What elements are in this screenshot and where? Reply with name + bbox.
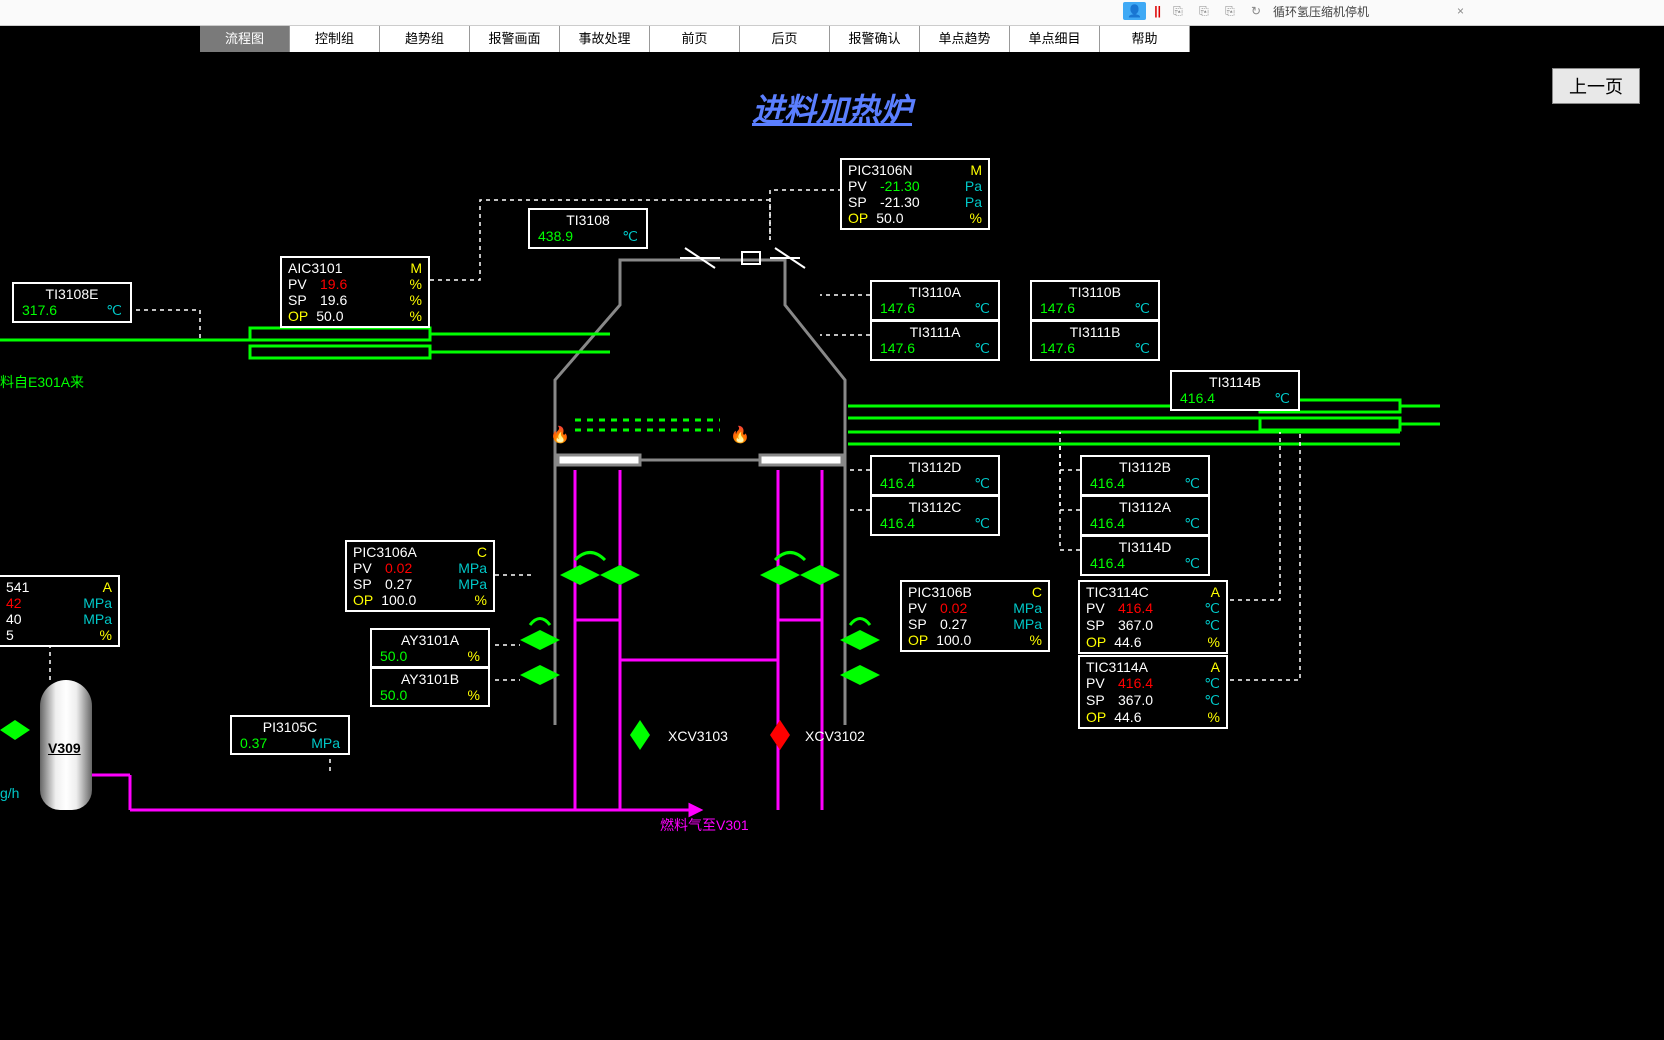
svg-text:🔥: 🔥 [730, 425, 750, 444]
indicator-TI3112C[interactable]: TI3112C 416.4℃ [870, 495, 1000, 536]
controller-AIC3101[interactable]: AIC3101M PV19.6% SP19.6% OP50.0% [280, 256, 430, 328]
controller-TIC3114C[interactable]: TIC3114CA PV416.4℃ SP367.0℃ OP44.6% [1078, 580, 1228, 654]
xcv3103-label: XCV3103 [668, 728, 728, 744]
source-label: 料自E301A来 [0, 372, 84, 392]
prev-page-button[interactable]: 上一页 [1552, 68, 1640, 104]
indicator-TI3108[interactable]: TI3108 438.9℃ [528, 208, 648, 249]
svg-text:🔥: 🔥 [550, 425, 570, 444]
indicator-TI3112D[interactable]: TI3112D 416.4℃ [870, 455, 1000, 496]
page-title: 进料加热炉 [752, 85, 912, 131]
indicator-AY3101B[interactable]: AY3101B 50.0% [370, 667, 490, 707]
menu-accident[interactable]: 事故处理 [560, 26, 650, 52]
notification-text: 循环氢压缩机停机 [1273, 3, 1369, 20]
copy3-icon[interactable]: ⎘ [1221, 2, 1239, 20]
controller-TIC3114A[interactable]: TIC3114AA PV416.4℃ SP367.0℃ OP44.6% [1078, 655, 1228, 729]
copy-icon[interactable]: ⎘ [1169, 2, 1187, 20]
close-icon[interactable]: × [1457, 4, 1464, 18]
menu-single-trend[interactable]: 单点趋势 [920, 26, 1010, 52]
menu-flowchart[interactable]: 流程图 [200, 26, 290, 52]
indicator-AY3101A[interactable]: AY3101A 50.0% [370, 628, 490, 668]
process-diagram: 🔥 🔥 [0, 0, 1664, 1040]
indicator-TI3110B[interactable]: TI3110B 147.6℃ [1030, 280, 1160, 321]
indicator-TI3108E[interactable]: TI3108E 317.6℃ [12, 282, 132, 323]
indicator-TI3110A[interactable]: TI3110A 147.6℃ [870, 280, 1000, 321]
copy2-icon[interactable]: ⎘ [1195, 2, 1213, 20]
menu-trend-group[interactable]: 趋势组 [380, 26, 470, 52]
gh-label: g/h [0, 785, 19, 801]
controller-PIC3106N[interactable]: PIC3106NM PV-21.30Pa SP-21.30Pa OP50.0% [840, 158, 990, 230]
menu-next[interactable]: 后页 [740, 26, 830, 52]
pause-icon[interactable]: || [1154, 4, 1161, 18]
notification-bar: 👤 || ⎘ ⎘ ⎘ ↻ 循环氢压缩机停机 × [1123, 2, 1464, 20]
menu-help[interactable]: 帮助 [1100, 26, 1190, 52]
menu-single-detail[interactable]: 单点细目 [1010, 26, 1100, 52]
indicator-TI3112B[interactable]: TI3112B 416.4℃ [1080, 455, 1210, 496]
menu-bar: 流程图 控制组 趋势组 报警画面 事故处理 前页 后页 报警确认 单点趋势 单点… [200, 26, 1190, 52]
indicator-TI3111A[interactable]: TI3111A 147.6℃ [870, 320, 1000, 361]
menu-alarm[interactable]: 报警画面 [470, 26, 560, 52]
controller-PIC3106A[interactable]: PIC3106AC PV0.02MPa SP0.27MPa OP100.0% [345, 540, 495, 612]
user-icon[interactable]: 👤 [1123, 2, 1146, 20]
menu-alarm-ack[interactable]: 报警确认 [830, 26, 920, 52]
indicator-TI3112A[interactable]: TI3112A 416.4℃ [1080, 495, 1210, 536]
indicator-TI3111B[interactable]: TI3111B 147.6℃ [1030, 320, 1160, 361]
xcv3102-label: XCV3102 [805, 728, 865, 744]
controller-541[interactable]: 541A 42MPa 40MPa 5% [0, 575, 120, 647]
indicator-TI3114B[interactable]: TI3114B 416.4℃ [1170, 370, 1300, 411]
fuel-label: 燃料气至V301 [660, 815, 749, 835]
indicator-TI3114D[interactable]: TI3114D 416.4℃ [1080, 535, 1210, 576]
vessel-label: V309 [48, 740, 81, 756]
menu-prev[interactable]: 前页 [650, 26, 740, 52]
indicator-PI3105C[interactable]: PI3105C 0.37MPa [230, 715, 350, 755]
controller-PIC3106B[interactable]: PIC3106BC PV0.02MPa SP0.27MPa OP100.0% [900, 580, 1050, 652]
menu-control-group[interactable]: 控制组 [290, 26, 380, 52]
refresh-icon[interactable]: ↻ [1247, 2, 1265, 20]
